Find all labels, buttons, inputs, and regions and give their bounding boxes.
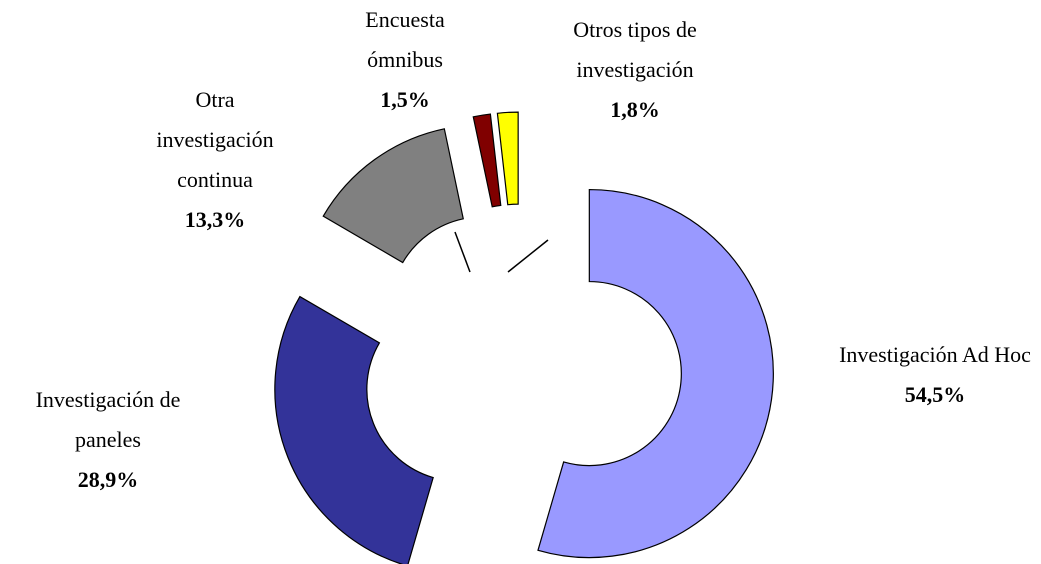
- category-label: Otra investigación continua: [156, 87, 274, 192]
- donut-slice: [472, 113, 502, 208]
- value-label: 13,3%: [184, 207, 246, 232]
- leader-line: [507, 239, 549, 273]
- slice-label: Investigación Ad Hoc 54,5%: [830, 335, 1040, 415]
- category-label: Encuesta ómnibus: [365, 7, 445, 72]
- slice-label: Encuesta ómnibus 1,5%: [345, 0, 465, 120]
- leader-line: [454, 231, 471, 273]
- category-label: Investigación Ad Hoc: [839, 342, 1031, 367]
- value-label: 28,9%: [77, 467, 139, 492]
- slice-label: Investigación de paneles 28,9%: [0, 380, 216, 500]
- category-label: Otros tipos de investigación: [573, 17, 697, 82]
- donut-slice: [537, 188, 774, 559]
- value-label: 54,5%: [904, 382, 966, 407]
- category-label: Investigación de paneles: [35, 387, 181, 452]
- donut-slice: [496, 111, 519, 206]
- donut-slice: [322, 128, 464, 264]
- slice-label: Otros tipos de investigación 1,8%: [540, 10, 730, 130]
- value-label: 1,8%: [610, 97, 660, 122]
- slice-label: Otra investigación continua 13,3%: [140, 80, 290, 240]
- donut-slice: [274, 295, 434, 564]
- value-label: 1,5%: [380, 87, 430, 112]
